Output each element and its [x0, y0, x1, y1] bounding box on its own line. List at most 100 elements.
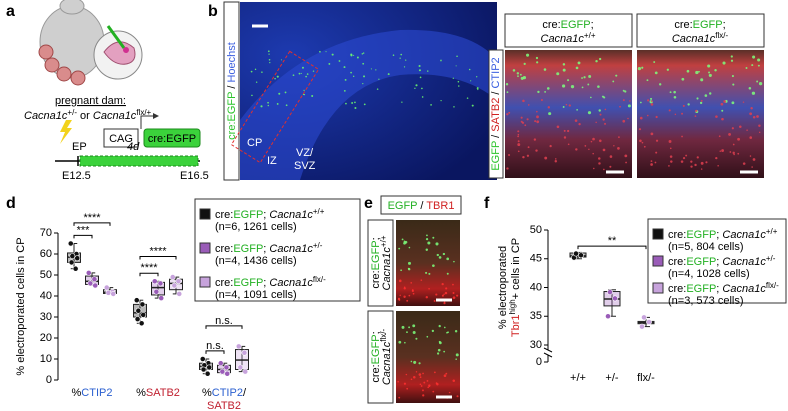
cell: [413, 375, 416, 379]
x-tick-label: %CTIP2/: [202, 387, 247, 399]
stain-label-box: [488, 49, 504, 179]
cell: [535, 149, 538, 152]
legend-n: (n=4, 1436 cells): [215, 255, 297, 267]
text-part: ;: [370, 331, 382, 334]
cell: [708, 71, 711, 74]
text-part: /: [490, 132, 502, 141]
text-part: cre:: [370, 364, 382, 382]
legend-label: cre:EGFP; Cacna1cflx/-: [668, 281, 779, 296]
cell: [419, 76, 422, 79]
cell: [526, 118, 529, 121]
cell: [403, 287, 406, 290]
cortex: [240, 29, 497, 180]
row-header-line: cre:EGFP;: [370, 331, 382, 382]
cell: [556, 125, 560, 129]
cell: [444, 291, 448, 295]
cell: [438, 340, 441, 343]
cell: [354, 107, 357, 110]
cell: [414, 87, 416, 90]
cell: [669, 91, 672, 94]
cell: [563, 129, 566, 132]
cell: [624, 90, 627, 93]
cell: [700, 99, 703, 102]
cell: [508, 154, 511, 157]
cell: [350, 53, 353, 56]
cell: [581, 77, 583, 79]
cell: [446, 272, 449, 275]
legend-label: cre:EGFP; Cacna1cflx/-: [215, 275, 326, 290]
cell: [587, 83, 590, 86]
legend-swatch: [199, 242, 211, 254]
cell: [646, 114, 649, 117]
cell: [751, 166, 753, 168]
cell: [392, 54, 395, 56]
cell: [285, 104, 288, 107]
cell: [398, 340, 402, 344]
cell: [730, 59, 734, 62]
cell: [405, 373, 408, 376]
cell: [443, 293, 445, 295]
cell: [757, 58, 761, 62]
cell: [423, 381, 426, 384]
y-tick-label: 30: [40, 311, 52, 323]
cell: [455, 358, 457, 360]
cell: [432, 264, 435, 267]
cell: [749, 112, 753, 116]
cell: [624, 154, 628, 158]
cell: [376, 88, 379, 90]
cell: [403, 382, 407, 385]
cell: [415, 337, 418, 340]
cell: [731, 101, 735, 105]
cell: [516, 72, 520, 75]
stain-label: cre:EGFP / Hoechst: [226, 42, 238, 140]
data-point: [169, 274, 176, 280]
text-part: +/-: [766, 254, 776, 263]
panel-label: d: [6, 195, 16, 212]
ep-bolt: [60, 120, 72, 144]
row-header-line: cre:EGFP;: [370, 237, 382, 288]
cell: [731, 127, 734, 130]
cell: [694, 115, 697, 117]
legend-swatch: [199, 208, 211, 220]
cell: [547, 106, 551, 109]
cell: [354, 101, 356, 104]
cell: [682, 157, 686, 160]
stain-header-text: EGFP / TBR1: [388, 200, 455, 212]
cell: [269, 62, 271, 64]
text-part: ;: [263, 243, 269, 255]
text-part: cre:: [370, 270, 382, 288]
cell: [651, 100, 653, 102]
cell: [745, 67, 748, 69]
cell: [420, 385, 423, 387]
legend-label: cre:EGFP; Cacna1c+/-: [215, 241, 323, 256]
cell: [406, 387, 409, 390]
cell: [650, 132, 654, 136]
text-part: cre:: [674, 19, 692, 31]
cell: [696, 97, 699, 100]
cell: [584, 144, 587, 147]
cell: [447, 331, 449, 334]
cell: [535, 56, 539, 60]
text-part: EGFP: [370, 240, 382, 270]
genotype: Cacna1c+/- or Cacna1cflx/+: [24, 108, 152, 123]
data-point: [223, 364, 230, 371]
cell: [589, 96, 592, 99]
y-tick-label: 45: [530, 253, 542, 265]
data-point: [69, 253, 76, 259]
cell: [356, 56, 359, 59]
cell: [575, 66, 579, 70]
significance-bracket: [139, 256, 177, 260]
cell: [650, 163, 653, 166]
cell: [707, 64, 711, 68]
text-part: flx/-: [715, 31, 728, 40]
data-point: [133, 297, 140, 304]
cell: [536, 115, 539, 119]
x-tick-label: %CTIP2: [72, 387, 113, 399]
cell: [476, 87, 479, 90]
text-part: ;: [716, 229, 722, 241]
cell: [705, 161, 708, 164]
cell: [746, 129, 748, 131]
data-point: [235, 343, 242, 350]
cell: [715, 157, 718, 160]
